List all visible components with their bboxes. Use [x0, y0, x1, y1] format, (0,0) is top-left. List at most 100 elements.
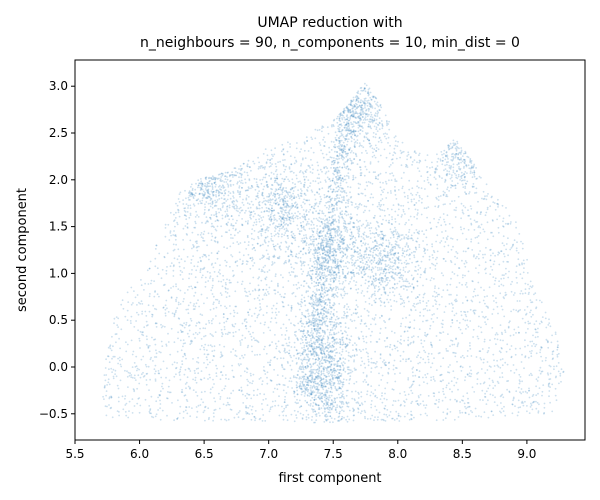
scatter-point [466, 286, 468, 288]
scatter-point [241, 389, 243, 392]
scatter-point [501, 364, 504, 367]
scatter-point [335, 348, 338, 350]
scatter-point [212, 303, 215, 305]
scatter-point [252, 389, 255, 392]
scatter-point [384, 274, 386, 277]
scatter-point [326, 232, 328, 234]
scatter-point [385, 284, 387, 287]
scatter-point [278, 215, 281, 218]
scatter-point [346, 199, 349, 202]
scatter-point [435, 419, 438, 422]
scatter-point [304, 157, 307, 160]
scatter-point [336, 373, 339, 376]
scatter-point [136, 367, 139, 370]
scatter-point [276, 226, 279, 228]
scatter-point [439, 380, 442, 382]
scatter-point [451, 271, 454, 273]
scatter-point [374, 416, 376, 418]
scatter-point [448, 293, 451, 296]
scatter-point [104, 367, 107, 369]
scatter-point [167, 311, 170, 313]
scatter-point [330, 417, 333, 419]
scatter-point [365, 235, 368, 237]
scatter-point [313, 398, 316, 401]
scatter-point [131, 398, 134, 400]
scatter-point [406, 164, 408, 167]
scatter-point [484, 396, 487, 398]
scatter-point [105, 414, 108, 417]
scatter-point [179, 405, 182, 408]
scatter-point [487, 307, 489, 309]
scatter-point [310, 339, 312, 342]
scatter-point [256, 353, 259, 356]
scatter-point [410, 200, 413, 203]
scatter-point [422, 293, 425, 296]
scatter-point [133, 405, 136, 407]
scatter-point [151, 314, 154, 316]
scatter-point [418, 351, 421, 354]
scatter-point [346, 311, 349, 314]
scatter-point [200, 276, 203, 279]
scatter-point [473, 173, 476, 176]
scatter-point [368, 328, 370, 330]
scatter-point [319, 348, 322, 351]
scatter-point [289, 143, 291, 145]
scatter-point [155, 308, 158, 311]
scatter-point [145, 335, 148, 338]
scatter-point [325, 278, 328, 281]
scatter-point [429, 221, 432, 224]
scatter-point [166, 414, 168, 417]
scatter-point [358, 125, 361, 128]
scatter-point [454, 300, 457, 303]
scatter-point [458, 267, 460, 269]
scatter-point [326, 403, 329, 406]
scatter-point [154, 257, 157, 260]
scatter-point [328, 399, 330, 401]
scatter-point [258, 288, 261, 291]
scatter-point [370, 385, 373, 387]
scatter-point [282, 148, 284, 151]
scatter-point [345, 118, 348, 120]
scatter-point [297, 339, 299, 342]
scatter-point [496, 364, 499, 367]
scatter-point [294, 239, 297, 242]
scatter-point [329, 378, 332, 381]
scatter-point [529, 322, 531, 325]
scatter-point [384, 392, 386, 395]
scatter-point [497, 206, 499, 208]
scatter-point [502, 217, 505, 220]
scatter-point [437, 199, 440, 202]
scatter-point [384, 407, 386, 410]
scatter-point [456, 238, 459, 241]
scatter-point [437, 195, 440, 198]
scatter-point [353, 319, 356, 322]
scatter-point [555, 365, 558, 368]
scatter-point [281, 375, 284, 377]
scatter-point [332, 172, 334, 175]
scatter-point [490, 410, 493, 413]
scatter-point [463, 356, 465, 359]
scatter-point [358, 348, 361, 351]
scatter-point [352, 115, 355, 118]
scatter-point [308, 375, 311, 377]
scatter-point [219, 264, 221, 267]
scatter-point [517, 411, 520, 414]
scatter-point [121, 299, 124, 302]
scatter-point [338, 352, 341, 355]
scatter-point [388, 179, 390, 182]
scatter-point [438, 293, 441, 296]
scatter-point [526, 305, 529, 308]
scatter-point [297, 281, 300, 284]
scatter-point [497, 253, 499, 256]
scatter-point [332, 177, 334, 180]
scatter-point [365, 341, 368, 344]
scatter-point [354, 176, 357, 179]
scatter-point [392, 154, 394, 157]
scatter-point [344, 370, 347, 373]
scatter-point [312, 363, 315, 366]
scatter-point [177, 209, 180, 212]
scatter-point [409, 156, 412, 158]
scatter-point [173, 312, 176, 315]
scatter-point [290, 271, 293, 273]
scatter-point [211, 345, 214, 348]
